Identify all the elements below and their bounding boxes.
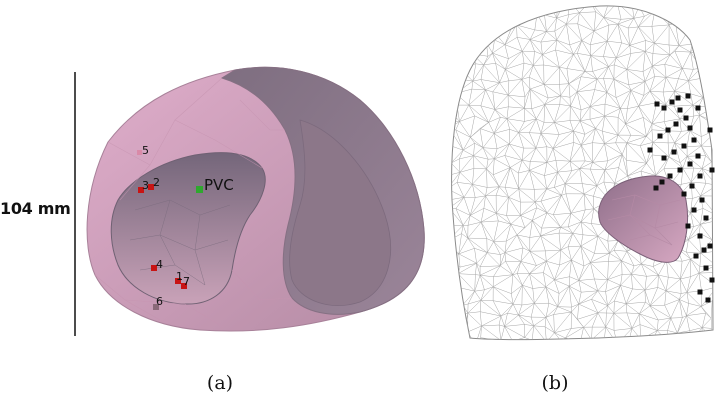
electrode-34 — [675, 95, 681, 101]
marker-pvc — [196, 186, 203, 193]
marker-1-label: 1 — [176, 270, 183, 283]
marker-3 — [138, 187, 144, 193]
electrode-20 — [681, 191, 687, 197]
electrode-25 — [697, 233, 703, 239]
electrode-19 — [689, 183, 695, 189]
electrode-27 — [693, 253, 699, 259]
electrode-37 — [695, 105, 701, 111]
marker-1 — [175, 278, 181, 284]
marker-5-label: 5 — [142, 144, 149, 157]
electrode-16 — [677, 167, 683, 173]
panel-a: 5 3 2 PVC 4 1 7 6 — [74, 66, 425, 336]
panel-a-caption: (a) — [206, 372, 234, 394]
electrode-array — [647, 93, 715, 303]
heart-facets — [607, 194, 681, 246]
electrode-11 — [681, 143, 687, 149]
electrode-35 — [685, 93, 691, 99]
electrode-31 — [705, 297, 711, 303]
electrode-1 — [654, 101, 660, 107]
electrode-15 — [687, 161, 693, 167]
electrode-36 — [647, 147, 653, 153]
right-cavity — [289, 119, 392, 306]
left-cavity — [110, 152, 266, 305]
marker-5 — [137, 150, 142, 155]
electrode-3 — [669, 99, 675, 105]
electrode-8 — [657, 133, 663, 139]
electrode-32 — [659, 179, 665, 185]
marker-2 — [148, 184, 154, 190]
marker-6 — [153, 304, 159, 310]
marker-3-label: 3 — [142, 179, 149, 192]
shell-facets — [94, 77, 293, 326]
panel-b — [451, 5, 715, 341]
electrode-10 — [691, 137, 697, 143]
electrode-4 — [677, 107, 683, 113]
electrode-28 — [703, 265, 709, 271]
electrode-12 — [671, 149, 677, 155]
marker-6-label: 6 — [156, 295, 163, 308]
marker-7 — [181, 283, 187, 289]
electrode-40 — [701, 247, 707, 253]
panel-b-caption: (b) — [541, 372, 569, 394]
marker-4 — [151, 265, 157, 271]
electrode-7 — [665, 127, 671, 133]
electrode-33 — [653, 185, 659, 191]
marker-2-label: 2 — [153, 176, 160, 189]
pacing-markers: 5 3 2 PVC 4 1 7 6 — [137, 144, 234, 310]
electrode-22 — [691, 207, 697, 213]
electrode-9 — [687, 125, 693, 131]
pvc-label: PVC — [204, 176, 234, 194]
electrode-21 — [699, 197, 705, 203]
electrode-29 — [709, 277, 715, 283]
electrode-38 — [707, 127, 713, 133]
electrode-30 — [697, 289, 703, 295]
heart-model — [598, 175, 689, 263]
electrode-17 — [667, 173, 673, 179]
scale-label: 104 mm — [0, 199, 71, 218]
marker-7-label: 7 — [183, 275, 190, 288]
electrode-6 — [673, 121, 679, 127]
electrode-2 — [661, 105, 667, 111]
electrode-18 — [697, 173, 703, 179]
electrode-39 — [709, 167, 715, 173]
electrode-14 — [695, 153, 701, 159]
electrode-5 — [683, 115, 689, 121]
electrode-13 — [661, 155, 667, 161]
electrode-24 — [685, 223, 691, 229]
cavity-facets — [129, 199, 231, 286]
electrode-23 — [703, 215, 709, 221]
electrode-26 — [707, 243, 713, 249]
marker-4-label: 4 — [156, 258, 163, 271]
